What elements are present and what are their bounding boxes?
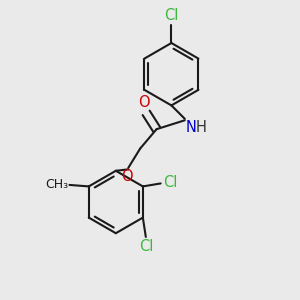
Text: Cl: Cl — [164, 8, 178, 23]
Text: N: N — [185, 120, 196, 135]
Text: O: O — [121, 169, 133, 184]
Text: CH₃: CH₃ — [45, 178, 68, 190]
Text: Cl: Cl — [139, 239, 153, 254]
Text: O: O — [138, 95, 150, 110]
Text: Cl: Cl — [163, 175, 177, 190]
Text: H: H — [196, 120, 207, 135]
